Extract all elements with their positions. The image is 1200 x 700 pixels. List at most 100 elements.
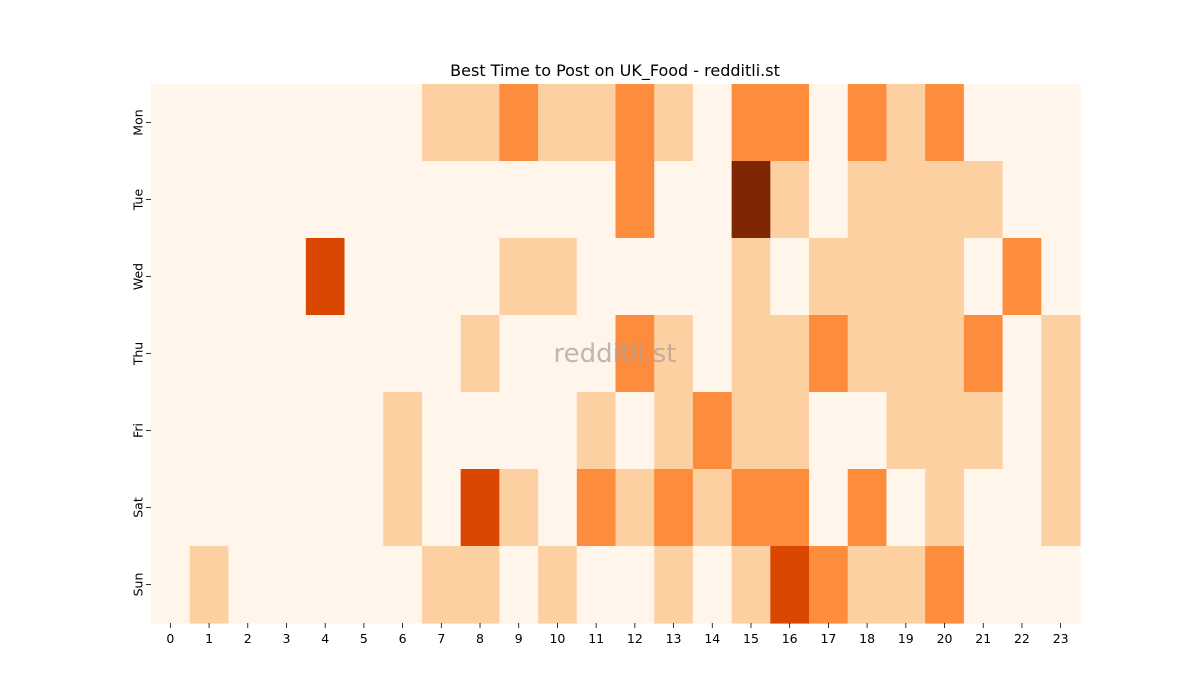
x-tick-label-16: 16 — [782, 631, 798, 646]
heatmap-cell-fri-9 — [499, 392, 539, 470]
heatmap-cell-sat-2 — [228, 469, 268, 547]
heatmap-cell-fri-4 — [305, 392, 346, 470]
heatmap-cell-thu-9 — [499, 315, 539, 393]
x-tick-label-4: 4 — [321, 631, 329, 646]
heatmap-cell-sat-7 — [421, 469, 462, 547]
heatmap-cell-sun-23 — [1041, 546, 1081, 624]
heatmap-cell-thu-21 — [963, 315, 1004, 393]
heatmap-cell-mon-20 — [925, 84, 965, 162]
heatmap-cell-mon-5 — [344, 84, 384, 162]
heatmap-cell-fri-16 — [770, 392, 810, 470]
heatmap-cell-sun-20 — [925, 546, 965, 624]
y-tick-label-sun: Sun — [131, 573, 146, 597]
y-tick-label-mon: Mon — [131, 109, 146, 135]
heatmap-cell-thu-18 — [847, 315, 888, 393]
heatmap-cell-sun-6 — [383, 546, 423, 624]
heatmap-cell-fri-1 — [189, 392, 230, 470]
heatmap-cell-tue-20 — [925, 161, 965, 239]
x-tick-label-18: 18 — [859, 631, 875, 646]
heatmap-cell-thu-1 — [189, 315, 230, 393]
heatmap-cell-sat-4 — [305, 469, 346, 547]
heatmap-cell-tue-3 — [267, 161, 307, 239]
heatmap-cell-fri-17 — [809, 392, 849, 470]
heatmap-cell-mon-15 — [731, 84, 771, 162]
heatmap-cell-mon-12 — [615, 84, 655, 162]
heatmap-cell-tue-22 — [1002, 161, 1042, 239]
heatmap-cell-sun-18 — [847, 546, 888, 624]
heatmap-cell-sat-19 — [886, 469, 926, 547]
heatmap-cell-fri-3 — [267, 392, 307, 470]
heatmap-cell-sat-22 — [1002, 469, 1042, 547]
heatmap-cell-thu-23 — [1041, 315, 1081, 393]
y-tick-label-sat: Sat — [131, 497, 146, 518]
heatmap-cell-mon-9 — [499, 84, 539, 162]
x-tick-label-0: 0 — [166, 631, 174, 646]
heatmap-cell-wed-14 — [692, 238, 733, 316]
heatmap-cell-mon-3 — [267, 84, 307, 162]
heatmap-cell-thu-5 — [344, 315, 384, 393]
heatmap-cell-sat-21 — [963, 469, 1004, 547]
heatmap-cell-thu-22 — [1002, 315, 1042, 393]
heatmap-cell-sun-16 — [770, 546, 810, 624]
heatmap-cell-mon-13 — [654, 84, 694, 162]
heatmap-cell-wed-8 — [460, 238, 500, 316]
heatmap-cell-tue-15 — [731, 161, 771, 239]
heatmap-cell-tue-5 — [344, 161, 384, 239]
heatmap-cell-tue-0 — [151, 161, 191, 239]
x-tick-label-11: 11 — [588, 631, 604, 646]
heatmap-cell-sun-14 — [692, 546, 733, 624]
heatmap-cell-sat-18 — [847, 469, 888, 547]
heatmap-cell-mon-23 — [1041, 84, 1081, 162]
heatmap-cell-fri-2 — [228, 392, 268, 470]
heatmap-cell-sun-12 — [615, 546, 655, 624]
heatmap-cell-tue-9 — [499, 161, 539, 239]
heatmap-cell-sun-19 — [886, 546, 926, 624]
heatmap-cell-sun-1 — [189, 546, 230, 624]
heatmap-cell-fri-14 — [692, 392, 733, 470]
x-tick-label-19: 19 — [898, 631, 914, 646]
heatmap-cell-mon-17 — [809, 84, 849, 162]
heatmap-cell-thu-4 — [305, 315, 346, 393]
heatmap-cell-sun-8 — [460, 546, 500, 624]
heatmap-cell-fri-23 — [1041, 392, 1081, 470]
heatmap-cell-wed-15 — [731, 238, 771, 316]
heatmap-cell-wed-17 — [809, 238, 849, 316]
watermark-text: redditli.st — [554, 339, 677, 369]
heatmap-cell-sun-13 — [654, 546, 694, 624]
heatmap-cell-wed-12 — [615, 238, 655, 316]
heatmap-cell-sat-12 — [615, 469, 655, 547]
heatmap-cell-tue-19 — [886, 161, 926, 239]
heatmap-cell-sat-1 — [189, 469, 230, 547]
x-tick-label-17: 17 — [820, 631, 836, 646]
heatmap-cell-thu-15 — [731, 315, 771, 393]
heatmap-cell-wed-7 — [421, 238, 462, 316]
heatmap-cell-sun-22 — [1002, 546, 1042, 624]
heatmap-cell-thu-12 — [615, 315, 655, 393]
heatmap-cell-thu-11 — [576, 315, 617, 393]
heatmap-cell-fri-6 — [383, 392, 423, 470]
heatmap-cell-tue-2 — [228, 161, 268, 239]
x-tick-label-3: 3 — [283, 631, 291, 646]
heatmap-cell-sat-11 — [576, 469, 617, 547]
y-tick-label-tue: Tue — [131, 189, 146, 212]
heatmap-cell-sun-21 — [963, 546, 1004, 624]
heatmap-cell-fri-10 — [538, 392, 578, 470]
heatmap-cell-wed-11 — [576, 238, 617, 316]
heatmap-cell-mon-14 — [692, 84, 733, 162]
heatmap-cell-mon-16 — [770, 84, 810, 162]
heatmap-cell-fri-0 — [151, 392, 191, 470]
x-tick-label-10: 10 — [549, 631, 565, 646]
x-tick-label-15: 15 — [743, 631, 759, 646]
heatmap-cell-sun-15 — [731, 546, 771, 624]
heatmap-cell-wed-21 — [963, 238, 1004, 316]
heatmap-cell-tue-6 — [383, 161, 423, 239]
heatmap-cell-thu-16 — [770, 315, 810, 393]
heatmap-cell-wed-13 — [654, 238, 694, 316]
heatmap-cell-tue-12 — [615, 161, 655, 239]
heatmap-cell-mon-4 — [305, 84, 346, 162]
heatmap-cell-sat-23 — [1041, 469, 1081, 547]
heatmap-cell-thu-8 — [460, 315, 500, 393]
heatmap-cell-thu-19 — [886, 315, 926, 393]
heatmap-cell-mon-0 — [151, 84, 191, 162]
